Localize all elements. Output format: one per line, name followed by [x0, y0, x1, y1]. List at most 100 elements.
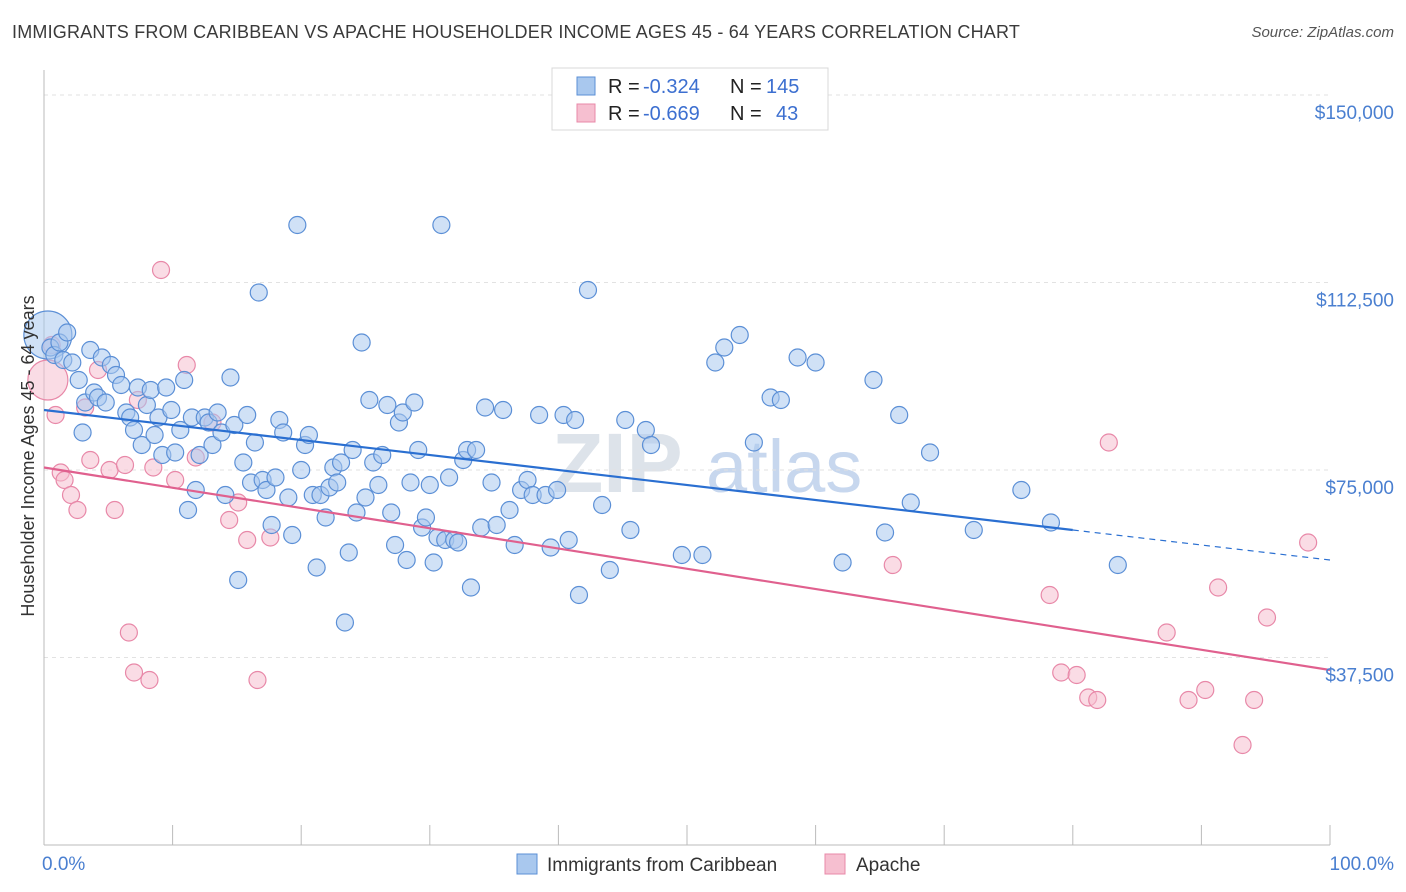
apache-point: [1179, 690, 1198, 710]
legend-n-label-0: N =: [730, 76, 762, 98]
caribbean-trend-extension: [1072, 529, 1331, 561]
caribbean-point: [405, 393, 424, 412]
caribbean-point: [500, 500, 519, 520]
apache-point: [1257, 608, 1277, 627]
caribbean-point: [378, 395, 397, 415]
caribbean-point: [393, 403, 412, 422]
caribbean-point: [432, 215, 451, 235]
caribbean-point: [1108, 555, 1127, 575]
apache-points: [27, 260, 1318, 755]
y-axis-label: Householder Income Ages 45 - 64 years: [18, 295, 38, 616]
legend-swatch-blue: [576, 76, 596, 96]
caribbean-point: [178, 500, 198, 520]
caribbean-point: [249, 283, 268, 302]
apache-point: [1052, 663, 1071, 682]
caribbean-point: [530, 405, 549, 425]
caribbean-point: [73, 423, 92, 442]
series-swatch-apache: [824, 853, 846, 875]
legend-n-value-1: 43: [776, 103, 798, 125]
caribbean-point: [175, 370, 194, 390]
apache-point: [166, 470, 185, 490]
watermark-atlas: atlas: [706, 425, 862, 508]
caribbean-point: [63, 353, 82, 372]
caribbean-point: [693, 545, 712, 565]
series-label-apache: Apache: [856, 855, 920, 876]
caribbean-point: [890, 405, 909, 425]
axes: [43, 70, 1331, 846]
apache-point: [1245, 690, 1264, 710]
source-label: Source: ZipAtlas.com: [1251, 24, 1394, 41]
caribbean-point: [461, 578, 481, 597]
caribbean-point: [58, 323, 77, 342]
apache-point: [68, 500, 87, 520]
legend-n-label-1: N =: [730, 103, 762, 125]
caribbean-point: [360, 390, 379, 410]
watermark-zip: ZIP: [552, 416, 683, 510]
caribbean-points: [23, 215, 1127, 632]
apache-point: [119, 623, 138, 642]
caribbean-point: [382, 503, 401, 522]
caribbean-point: [641, 435, 661, 455]
caribbean-point: [369, 475, 388, 495]
caribbean-point: [621, 520, 640, 540]
caribbean-point: [234, 453, 253, 472]
apache-point: [1088, 690, 1107, 710]
apache-point: [1299, 533, 1318, 552]
caribbean-point: [482, 473, 501, 492]
caribbean-point: [157, 378, 176, 397]
apache-point: [151, 260, 171, 280]
caribbean-point: [221, 368, 240, 387]
caribbean-trend-line: [43, 408, 1073, 532]
caribbean-point: [132, 435, 151, 455]
caribbean-point: [257, 480, 276, 500]
caribbean-point: [416, 508, 436, 527]
caribbean-point: [806, 353, 825, 372]
y-tick-labels: $37,500 $75,000 $112,500 $150,000: [1315, 103, 1394, 687]
caribbean-point: [229, 570, 248, 590]
caribbean-point: [145, 425, 164, 445]
caribbean-point: [616, 410, 635, 430]
caribbean-point: [397, 550, 416, 570]
apache-point: [220, 510, 239, 530]
apache-point: [1209, 578, 1228, 597]
caribbean-point: [401, 473, 420, 492]
apache-point: [238, 530, 257, 550]
x-tick-label-100: 100.0%: [1330, 854, 1395, 875]
caribbean-point: [864, 370, 883, 390]
caribbean-point: [190, 445, 209, 465]
caribbean-point: [112, 375, 131, 395]
legend-r-value-1: -0.669: [643, 103, 700, 125]
caribbean-point: [593, 495, 612, 515]
caribbean-point: [715, 338, 734, 357]
apache-point: [248, 670, 267, 690]
apache-point: [1099, 433, 1118, 452]
apache-point: [140, 670, 159, 690]
caribbean-point: [385, 535, 405, 555]
legend-r-label-0: R =: [608, 76, 640, 98]
caribbean-point: [283, 525, 302, 545]
caribbean-point: [352, 333, 371, 352]
chart-title: IMMIGRANTS FROM CARIBBEAN VS APACHE HOUS…: [12, 22, 1021, 42]
caribbean-point: [475, 398, 495, 417]
apache-point: [1040, 585, 1059, 605]
caribbean-point: [578, 280, 598, 300]
caribbean-point: [335, 613, 355, 632]
caribbean-point: [141, 380, 160, 400]
apache-point: [1157, 623, 1176, 642]
caribbean-point: [339, 543, 358, 562]
apache-point: [61, 485, 81, 505]
apache-point: [81, 450, 100, 470]
caribbean-point: [69, 370, 88, 390]
caribbean-point: [771, 390, 790, 410]
caribbean-point: [343, 440, 362, 460]
y-tick-label-3: $150,000: [1315, 103, 1394, 124]
caribbean-point: [238, 405, 257, 425]
apache-point: [115, 455, 135, 475]
caribbean-point: [420, 475, 439, 495]
caribbean-point: [266, 468, 285, 487]
caribbean-point: [409, 440, 428, 460]
apache-point: [1067, 665, 1086, 685]
caribbean-point: [505, 535, 524, 555]
series-legend: Immigrants from Caribbean Apache: [516, 853, 920, 876]
caribbean-point: [559, 530, 578, 550]
